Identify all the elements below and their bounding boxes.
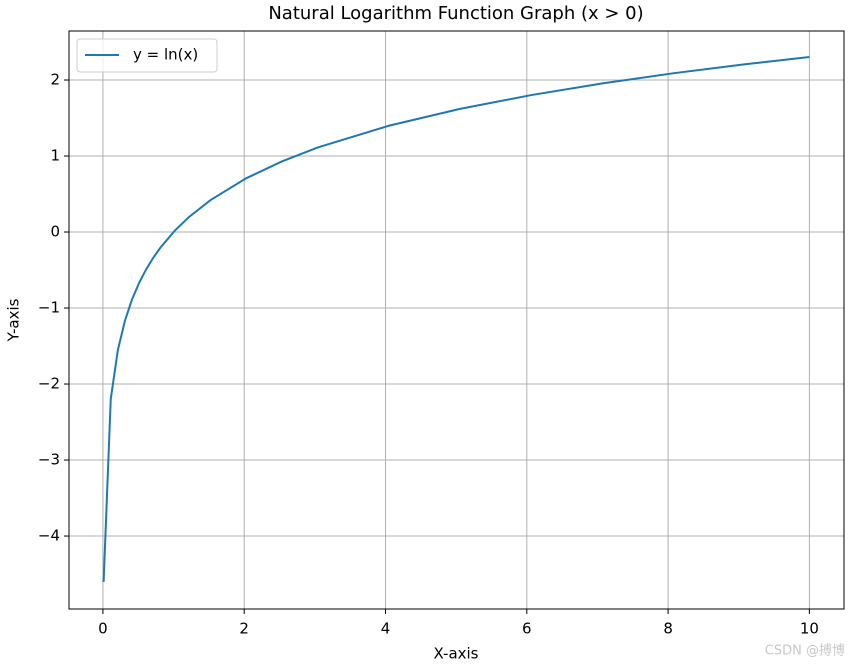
x-tick-label: 4: [381, 620, 391, 638]
legend: y = ln(x): [76, 38, 218, 73]
legend-box: [76, 38, 218, 73]
chart-title: Natural Logarithm Function Graph (x > 0): [268, 3, 643, 24]
x-axis-label: X-axis: [434, 645, 479, 663]
y-tick-label: 2: [50, 71, 60, 89]
y-tick-label: −4: [38, 527, 60, 545]
plot-frame: [68, 30, 845, 610]
x-tick-label: 10: [800, 620, 819, 638]
x-tick-label: 2: [239, 620, 249, 638]
y-tick-label: 0: [50, 223, 60, 241]
x-tick-label: 8: [663, 620, 673, 638]
x-tick-label: 6: [522, 620, 532, 638]
x-tick-label: 0: [98, 620, 108, 638]
y-tick-label: −1: [38, 299, 60, 317]
y-tick-label: −3: [38, 451, 60, 469]
y-tick-label: −2: [38, 375, 60, 393]
legend-label: y = ln(x): [133, 46, 198, 64]
watermark: CSDN @搏博: [765, 643, 845, 659]
y-tick-label: 1: [50, 147, 60, 165]
y-axis-label: Y-axis: [5, 298, 23, 342]
line: [102, 55, 810, 583]
